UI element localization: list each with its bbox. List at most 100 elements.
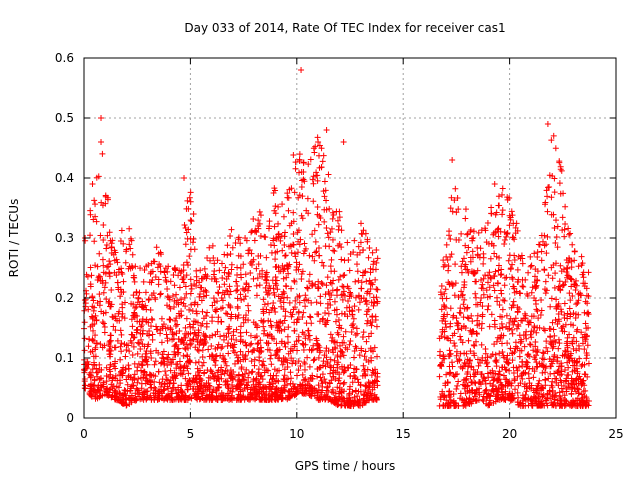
data-point <box>557 377 564 384</box>
data-point <box>152 390 159 397</box>
data-point <box>488 353 495 360</box>
data-point <box>331 394 338 401</box>
data-point <box>126 225 133 232</box>
data-point <box>568 264 575 271</box>
data-point <box>533 329 540 336</box>
data-point <box>294 347 301 354</box>
data-point <box>335 276 342 283</box>
data-point <box>127 235 134 242</box>
data-point <box>126 348 133 355</box>
data-point <box>82 303 89 310</box>
data-point <box>202 383 209 390</box>
data-point <box>441 290 448 297</box>
data-point <box>482 272 489 279</box>
data-point <box>346 341 353 348</box>
data-point <box>237 291 244 298</box>
data-point <box>176 358 183 365</box>
data-point <box>368 279 375 286</box>
data-point <box>91 238 98 245</box>
data-point <box>460 377 467 384</box>
data-point <box>527 341 534 348</box>
data-point <box>194 346 201 353</box>
data-point <box>478 371 485 378</box>
data-point <box>229 388 236 395</box>
data-point <box>533 306 540 313</box>
data-point <box>492 268 499 275</box>
data-point <box>239 371 246 378</box>
data-point <box>182 225 189 232</box>
data-point <box>285 270 292 277</box>
data-point <box>122 366 129 373</box>
data-point <box>252 321 259 328</box>
data-point <box>325 171 332 178</box>
data-point <box>280 384 287 391</box>
data-point <box>511 376 518 383</box>
data-point <box>508 326 515 333</box>
data-point <box>249 368 256 375</box>
data-point <box>561 314 568 321</box>
data-point <box>105 300 112 307</box>
data-point <box>237 392 244 399</box>
data-point <box>522 361 529 368</box>
data-point <box>130 272 137 279</box>
data-point <box>229 244 236 251</box>
y-tick-label: 0 <box>66 411 74 425</box>
data-point <box>178 296 185 303</box>
data-point <box>133 313 140 320</box>
data-point <box>106 339 113 346</box>
data-point <box>317 214 324 221</box>
data-point <box>315 278 322 285</box>
data-point <box>221 281 228 288</box>
data-point <box>90 297 97 304</box>
data-point <box>470 228 477 235</box>
data-point <box>356 396 363 403</box>
data-point <box>281 366 288 373</box>
data-point <box>113 272 120 279</box>
data-point <box>335 390 342 397</box>
data-point <box>243 381 250 388</box>
data-point <box>573 338 580 345</box>
data-point <box>358 285 365 292</box>
data-point <box>563 377 570 384</box>
data-point <box>554 223 561 230</box>
data-point <box>564 265 571 272</box>
data-point <box>141 267 148 274</box>
data-point <box>164 335 171 342</box>
data-point <box>234 303 241 310</box>
data-point <box>198 322 205 329</box>
data-point <box>542 369 549 376</box>
data-point <box>119 304 126 311</box>
data-point <box>250 256 257 263</box>
data-point <box>551 370 558 377</box>
data-point <box>278 396 285 403</box>
data-point <box>455 326 462 333</box>
data-point <box>261 301 268 308</box>
data-point <box>299 371 306 378</box>
data-point <box>291 327 298 334</box>
data-point <box>244 287 251 294</box>
data-point <box>254 275 261 282</box>
y-tick-label: 0.1 <box>55 351 74 365</box>
data-point <box>91 387 98 394</box>
data-point <box>323 321 330 328</box>
data-point <box>496 325 503 332</box>
data-point <box>164 268 171 275</box>
data-point <box>499 211 506 218</box>
data-point <box>134 318 141 325</box>
data-point <box>528 262 535 269</box>
data-point <box>504 340 511 347</box>
data-point <box>507 266 514 273</box>
data-point <box>583 349 590 356</box>
data-point <box>138 336 145 343</box>
data-point <box>216 375 223 382</box>
data-point <box>498 332 505 339</box>
data-point <box>238 365 245 372</box>
data-point <box>125 362 132 369</box>
data-point <box>363 301 370 308</box>
data-point <box>348 292 355 299</box>
data-point <box>138 385 145 392</box>
data-point <box>480 260 487 267</box>
data-point <box>302 303 309 310</box>
data-point <box>554 244 561 251</box>
data-point <box>224 310 231 317</box>
